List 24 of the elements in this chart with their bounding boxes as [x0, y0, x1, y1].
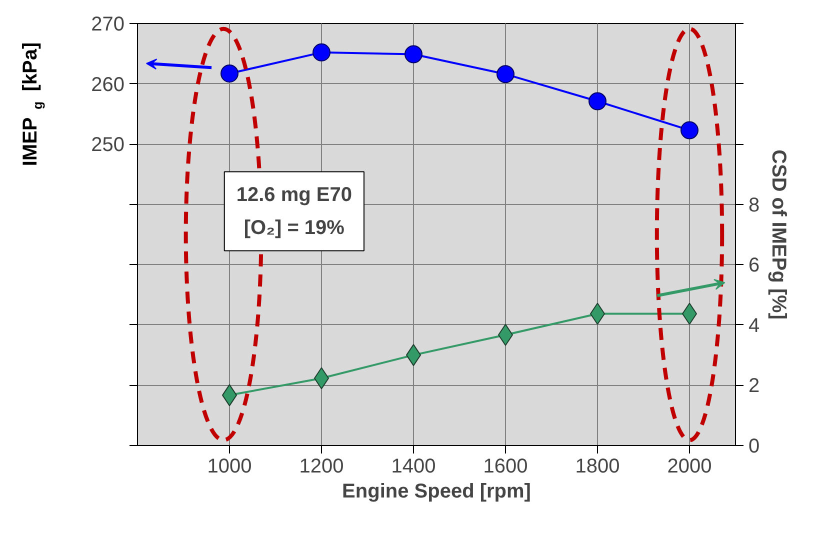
point [312, 43, 330, 62]
y-tick-label: 250 [91, 134, 125, 156]
point [496, 65, 514, 84]
x-tick-label: 1600 [483, 456, 528, 478]
x-tick-label: 1800 [575, 456, 620, 478]
x-tick-label: 1200 [299, 456, 344, 478]
y2-tick-label: 0 [748, 436, 760, 458]
annotation: 12.6 mg E70 [O₂] = 19% [236, 184, 352, 239]
x-axis-title: Engine Speed [rpm] [342, 480, 531, 502]
y2-tick-label: 2 [748, 375, 760, 398]
y2-axis-title: CSD of IMEPg [%] [768, 150, 790, 320]
x-tick-label: 2000 [667, 456, 712, 478]
y2-tick-label: 4 [748, 314, 760, 337]
y-axis-title: IMEPg [kPa] [20, 42, 45, 166]
y-tick-label: 270 [91, 14, 125, 36]
point [588, 92, 606, 110]
y2-tick-label: 6 [748, 254, 760, 277]
x-tick-label: 1000 [207, 456, 252, 478]
point [220, 64, 238, 83]
x-tick-label: 1400 [391, 456, 436, 478]
y-tick-label: 260 [91, 74, 125, 96]
point [404, 45, 422, 64]
y2-tick-label: 8 [748, 194, 760, 216]
point [680, 121, 698, 140]
